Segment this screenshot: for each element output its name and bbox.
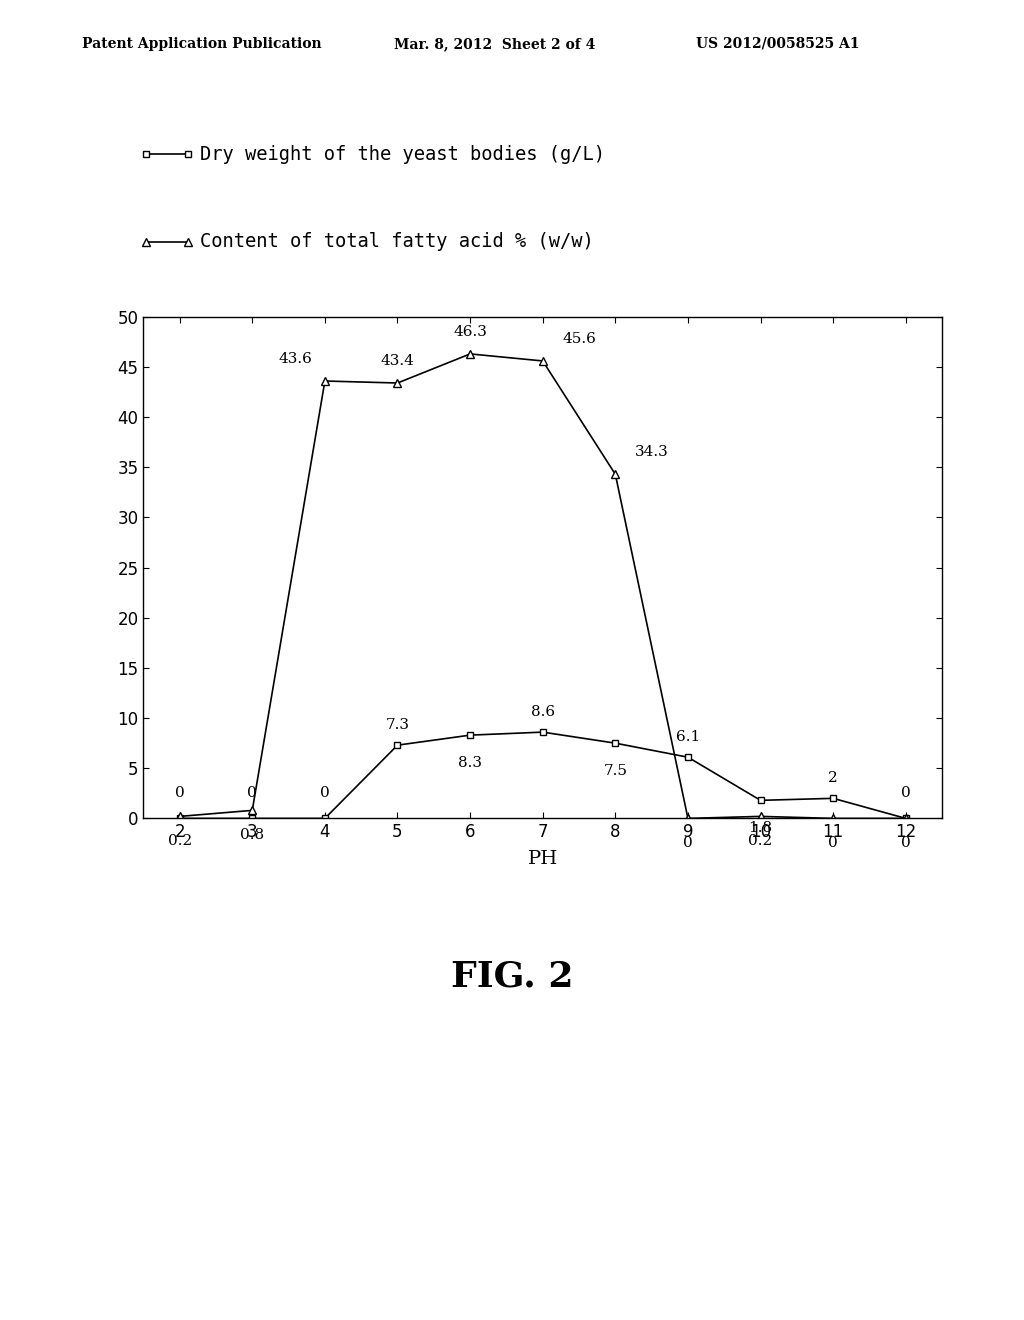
- Text: 7.3: 7.3: [385, 718, 410, 733]
- Text: 0: 0: [321, 787, 330, 800]
- Text: 0: 0: [901, 787, 910, 800]
- Text: 6.1: 6.1: [676, 730, 700, 744]
- Text: 43.4: 43.4: [381, 354, 415, 368]
- Text: 0: 0: [175, 787, 184, 800]
- X-axis label: PH: PH: [527, 850, 558, 867]
- Text: 45.6: 45.6: [562, 331, 596, 346]
- Text: 46.3: 46.3: [454, 325, 487, 339]
- Text: 0: 0: [248, 787, 257, 800]
- Text: 1.8: 1.8: [749, 821, 773, 836]
- Text: 7.5: 7.5: [603, 764, 628, 779]
- Text: 0.8: 0.8: [241, 829, 264, 842]
- Text: 0.2: 0.2: [749, 834, 773, 849]
- Text: 8.3: 8.3: [458, 756, 482, 771]
- Text: 2: 2: [828, 771, 838, 785]
- Text: Content of total fatty acid % (w/w): Content of total fatty acid % (w/w): [201, 232, 594, 251]
- Text: 0: 0: [683, 837, 693, 850]
- Text: Patent Application Publication: Patent Application Publication: [82, 37, 322, 51]
- Text: 0: 0: [828, 837, 838, 850]
- Text: 8.6: 8.6: [530, 705, 555, 719]
- Text: US 2012/0058525 A1: US 2012/0058525 A1: [696, 37, 860, 51]
- Text: Dry weight of the yeast bodies (g/L): Dry weight of the yeast bodies (g/L): [201, 145, 605, 164]
- Text: FIG. 2: FIG. 2: [451, 960, 573, 994]
- Text: 0.2: 0.2: [168, 834, 191, 849]
- Text: 0: 0: [901, 837, 910, 850]
- Text: 43.6: 43.6: [279, 352, 312, 366]
- Text: Mar. 8, 2012  Sheet 2 of 4: Mar. 8, 2012 Sheet 2 of 4: [394, 37, 596, 51]
- Text: 34.3: 34.3: [635, 445, 669, 459]
